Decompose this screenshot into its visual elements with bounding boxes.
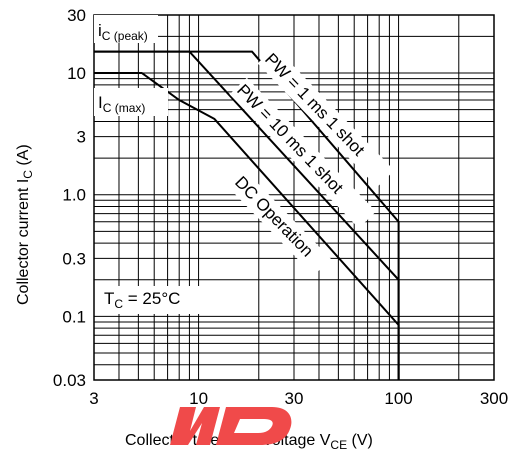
plot-border xyxy=(93,14,495,381)
y-tick-label: 30 xyxy=(67,6,86,25)
y-tick-label: 1.0 xyxy=(62,186,86,205)
tc-bg xyxy=(100,286,206,314)
x-tick-label: 30 xyxy=(285,389,304,408)
y-tick-label: 0.3 xyxy=(62,249,86,268)
x-tick-label: 300 xyxy=(480,389,508,408)
dc-label-group: DC Operation xyxy=(227,169,331,276)
x-tick-label: 3 xyxy=(89,389,98,408)
y-tick-label: 0.1 xyxy=(62,307,86,326)
y-tick-label: 0.03 xyxy=(53,371,86,390)
x-tick-label: 100 xyxy=(384,389,412,408)
watermark-logo xyxy=(170,407,292,445)
soa-chart: 3 10 30 100 300 0.03 0.1 0.3 1.0 3 10 30 iC (peak)… xyxy=(15,6,508,452)
ic-peak-label: iC (peak) xyxy=(98,21,148,43)
x-tick-label: 10 xyxy=(189,389,208,408)
ic-peak-bg xyxy=(94,15,158,43)
ic-max-bg xyxy=(94,88,168,116)
y-axis-label: Collector current IC (A) xyxy=(15,144,35,305)
tc-label: TC = 25°C xyxy=(104,289,180,311)
series-line-3 xyxy=(94,72,400,380)
curves xyxy=(94,50,400,380)
y-tick-labels: 0.03 0.1 0.3 1.0 3 10 30 xyxy=(53,6,86,390)
y-tick-label: 3 xyxy=(77,128,86,147)
y-tick-label: 10 xyxy=(67,64,86,83)
x-tick-labels: 3 10 30 100 300 xyxy=(89,389,508,408)
chart-grid xyxy=(94,15,494,380)
ic-max-label: IC (max) xyxy=(98,93,145,115)
